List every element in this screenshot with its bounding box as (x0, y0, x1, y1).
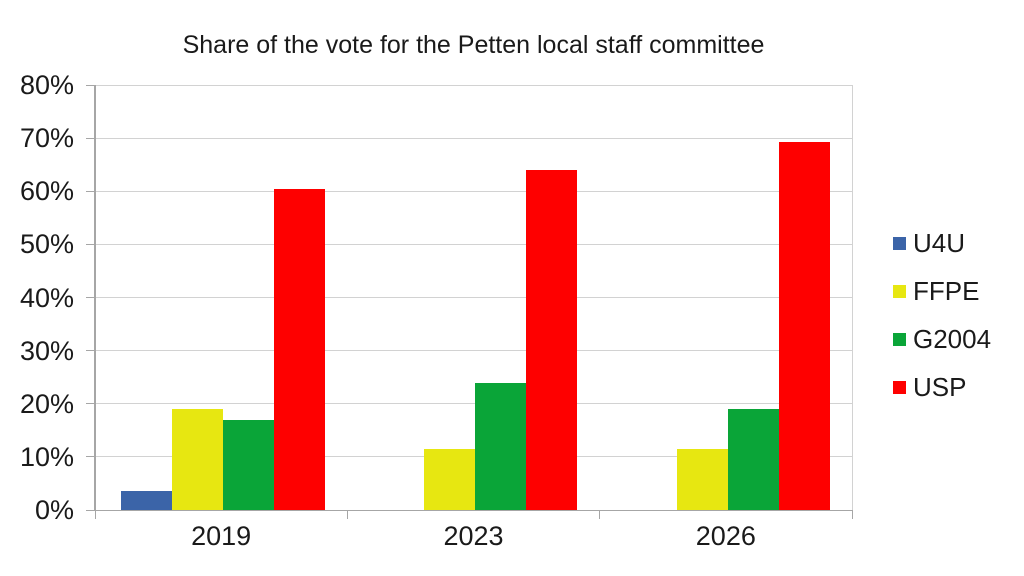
x-axis-line (95, 509, 852, 511)
legend-label: USP (913, 371, 967, 402)
bar-ffpe-2026 (677, 448, 728, 510)
y-tick-label: 20% (19, 388, 74, 419)
x-axis-tick (851, 510, 853, 519)
legend-item-usp: USP (893, 363, 991, 411)
bar-g2004-2023 (475, 382, 526, 510)
plot-right-border (851, 85, 853, 510)
y-axis-tick (86, 350, 95, 352)
usp-legend-swatch-icon (893, 380, 906, 394)
gridline (95, 297, 852, 298)
y-axis-line (94, 85, 96, 510)
y-tick-label: 30% (19, 335, 74, 366)
y-axis-tick (86, 456, 95, 458)
bar-g2004-2019 (223, 419, 274, 510)
y-axis-tick (86, 297, 95, 298)
y-tick-label: 80% (19, 70, 74, 100)
x-axis-tick (94, 510, 96, 519)
bar-usp-2019 (274, 188, 325, 510)
legend-label: G2004 (913, 323, 992, 354)
bar-ffpe-2023 (424, 448, 475, 510)
y-axis-tick (86, 509, 95, 511)
gridline (95, 190, 852, 192)
y-tick-label: 10% (19, 441, 74, 472)
bar-usp-2023 (526, 170, 577, 510)
bar-usp-2026 (779, 141, 830, 510)
y-axis-tick (86, 403, 95, 405)
chart-title: Share of the vote for the Petten local s… (182, 31, 765, 59)
bar-ffpe-2019 (172, 409, 223, 510)
gridline (95, 137, 852, 139)
y-axis-tick (86, 243, 95, 245)
y-axis-tick (86, 137, 95, 139)
y-axis-tick (86, 190, 95, 192)
gridline (95, 243, 852, 245)
ffpe-legend-swatch-icon (893, 284, 906, 298)
y-axis-tick (86, 84, 95, 86)
x-axis-tick (599, 510, 601, 519)
y-tick-label: 0% (34, 495, 74, 525)
y-tick-label: 50% (19, 229, 74, 260)
y-tick-label: 60% (19, 176, 74, 207)
x-tick-label: 2026 (695, 521, 756, 551)
g2004-legend-swatch-icon (893, 332, 906, 346)
gridline (95, 84, 852, 86)
x-tick-label: 2019 (191, 521, 252, 551)
legend-item-ffpe: FFPE (893, 267, 991, 315)
legend: U4U FFPE G2004 USP (893, 219, 991, 411)
legend-item-u4u: U4U (893, 219, 991, 267)
bar-g2004-2026 (728, 409, 779, 510)
legend-item-g2004: G2004 (893, 315, 991, 363)
bar-u4u-2019 (121, 491, 172, 510)
gridline (95, 350, 852, 352)
x-tick-label: 2023 (443, 521, 504, 551)
legend-label: U4U (913, 227, 966, 258)
u4u-legend-swatch-icon (893, 236, 906, 250)
x-axis-tick (346, 510, 348, 519)
y-tick-label: 70% (19, 123, 74, 154)
y-tick-label: 40% (19, 282, 74, 313)
legend-label: FFPE (913, 275, 980, 306)
gridline (95, 403, 852, 405)
